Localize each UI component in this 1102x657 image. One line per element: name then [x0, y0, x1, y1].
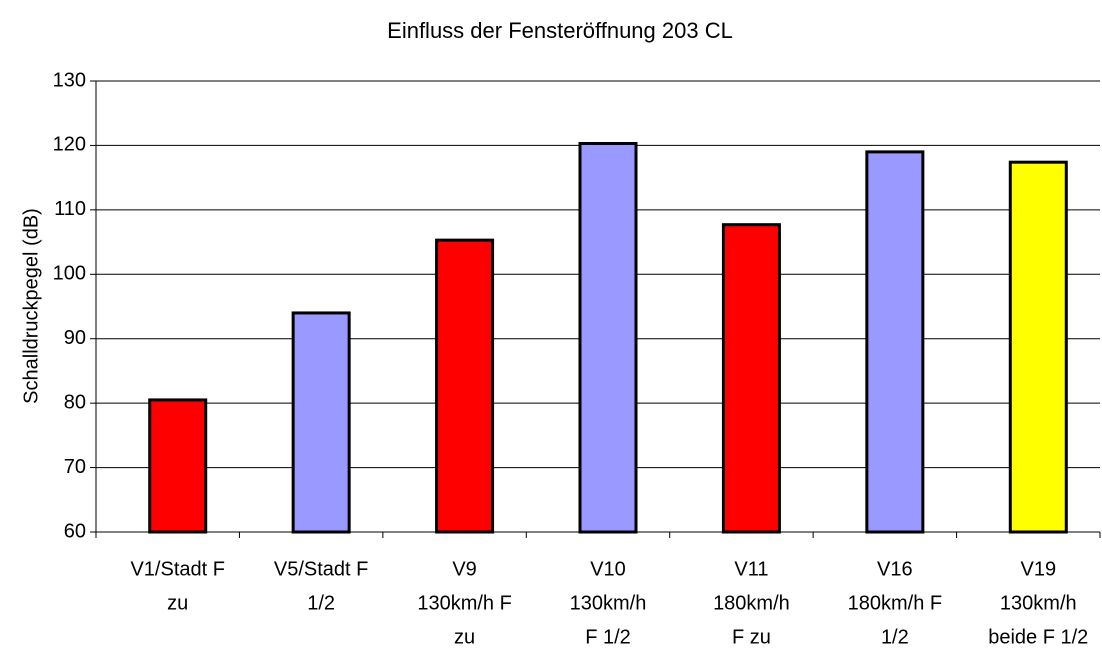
- y-tick-label: 80: [64, 391, 86, 413]
- bar: [435, 238, 495, 534]
- x-tick-label: beide F 1/2: [988, 626, 1088, 648]
- bar: [578, 141, 638, 534]
- bar: [865, 150, 925, 534]
- bar: [1008, 160, 1068, 534]
- bar: [148, 398, 208, 534]
- x-tick-label: V11: [734, 558, 768, 580]
- y-tick-label: 110: [54, 198, 86, 220]
- x-tick-label: V1/Stadt F: [130, 558, 225, 580]
- x-tick-label: F zu: [732, 626, 771, 648]
- x-tick-label: 130km/h: [1000, 592, 1077, 614]
- y-tick-label: 130: [53, 69, 86, 91]
- x-tick-label: 1/2: [881, 626, 909, 648]
- x-tick-label: zu: [167, 592, 188, 614]
- x-tick-label: 130km/h F: [417, 592, 511, 614]
- y-tick-label: 120: [53, 134, 86, 156]
- y-tick-label: 100: [53, 263, 86, 285]
- y-axis-label: Schalldruckpegel (dB): [20, 208, 42, 404]
- y-tick-label: 70: [64, 456, 86, 478]
- x-tick-label: 1/2: [307, 592, 335, 614]
- x-tick-label: 130km/h: [570, 592, 647, 614]
- chart-title: Einfluss der Fensteröffnung 203 CL: [387, 18, 733, 43]
- bar: [291, 311, 351, 534]
- y-tick-label: 90: [64, 327, 86, 349]
- x-tick-label: V10: [590, 558, 626, 580]
- x-tick-label: V19: [1020, 558, 1056, 580]
- x-tick-label: V9: [452, 558, 476, 580]
- x-tick-label: zu: [454, 626, 475, 648]
- x-tick-label: V16: [877, 558, 913, 580]
- y-tick-label: 60: [64, 520, 86, 542]
- x-tick-label: 180km/h: [713, 592, 790, 614]
- bar: [721, 223, 781, 534]
- x-tick-label: F 1/2: [585, 626, 631, 648]
- x-tick-label: 180km/h F: [848, 592, 942, 614]
- x-tick-label: V5/Stadt F: [274, 558, 369, 580]
